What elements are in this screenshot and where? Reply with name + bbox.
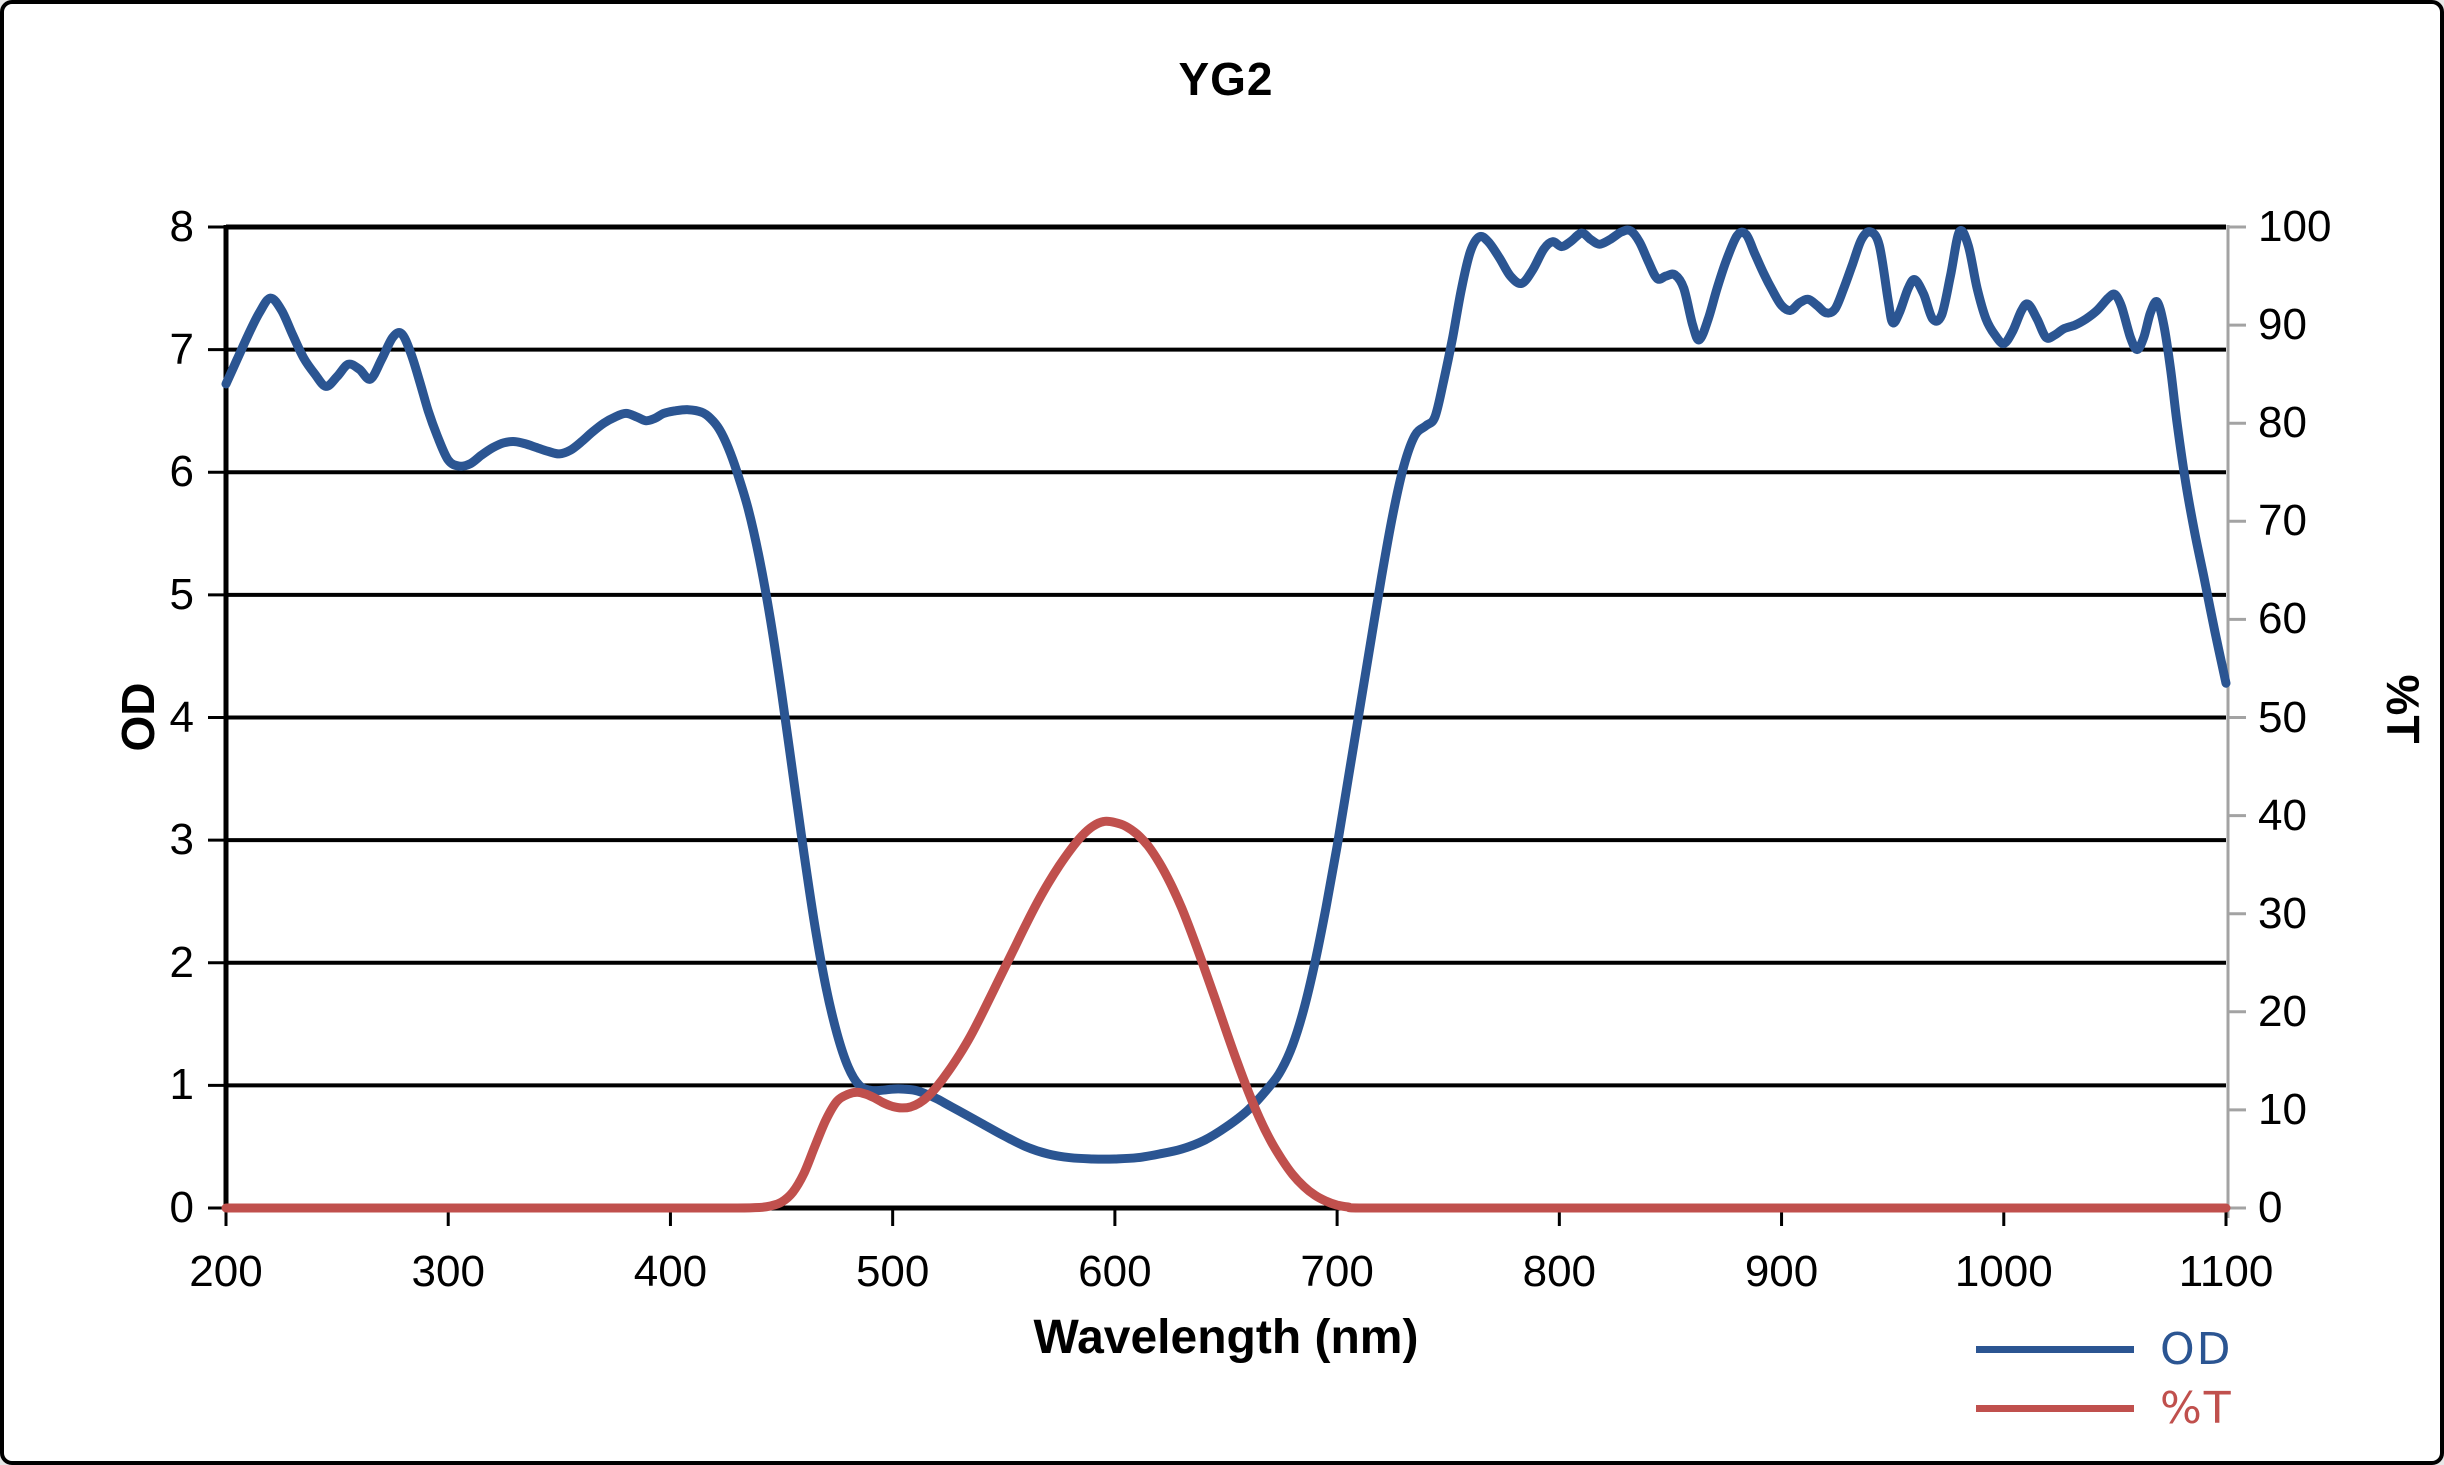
right-y-tick-label: 10: [2258, 1084, 2307, 1134]
left-y-tick-label: 8: [169, 202, 194, 251]
legend: OD %T: [1976, 1320, 2233, 1438]
x-tick-label: 1100: [2178, 1247, 2274, 1296]
right-y-tick-label: 60: [2258, 594, 2307, 644]
right-y-tick-label: 40: [2258, 790, 2307, 840]
right-y-tick-label: 0: [2258, 1183, 2283, 1232]
legend-label-OD: OD: [2160, 1324, 2233, 1375]
left-y-tick-label: 3: [169, 815, 194, 865]
left-y-tick-label: 6: [169, 447, 194, 497]
x-tick-label: 900: [1744, 1247, 1819, 1296]
legend-line-OD: [1976, 1346, 2134, 1353]
right-y-tick-label: 100: [2258, 202, 2332, 251]
right-y-tick-label: 50: [2258, 692, 2307, 742]
legend-label-T: %T: [2160, 1383, 2233, 1434]
x-axis-title: Wavelength (nm): [1033, 1311, 1419, 1364]
right-y-tick-label: 30: [2258, 888, 2307, 938]
legend-item-OD: OD: [1976, 1320, 2233, 1379]
x-tick-label: 200: [189, 1247, 263, 1296]
x-tick-label: 300: [411, 1247, 485, 1296]
x-tick-label: 1000: [1954, 1247, 2053, 1296]
left-y-tick-label: 1: [169, 1060, 194, 1110]
series-line-OD: [221, 225, 2231, 1164]
left-y-tick-label: 4: [169, 692, 194, 742]
left-y-tick-label: 7: [169, 324, 194, 374]
left-y-tick-label: 2: [169, 937, 194, 987]
right-y-tick-label: 20: [2258, 986, 2307, 1036]
x-tick-label: 700: [1300, 1247, 1374, 1296]
legend-item-T: %T: [1976, 1379, 2233, 1438]
right-y-tick-label: 90: [2258, 300, 2307, 350]
x-tick-label: 800: [1522, 1247, 1597, 1296]
left-y-tick-label: 0: [169, 1183, 194, 1232]
x-tick-label: 400: [633, 1247, 708, 1296]
chart-title: YG2: [1178, 53, 1274, 105]
left-y-tick-label: 5: [169, 569, 194, 619]
legend-line-T: [1976, 1405, 2134, 1412]
x-tick-label: 600: [1078, 1247, 1152, 1296]
right-y-tick-label: 70: [2258, 496, 2307, 546]
right-y-tick-label: 80: [2258, 398, 2307, 448]
right-y-axis-title: %T: [2377, 674, 2429, 744]
x-tick-label: 500: [855, 1247, 930, 1296]
left-y-axis-title: OD: [112, 682, 164, 752]
plot-area: [208, 224, 2246, 1226]
series-line-T: [221, 816, 2231, 1213]
